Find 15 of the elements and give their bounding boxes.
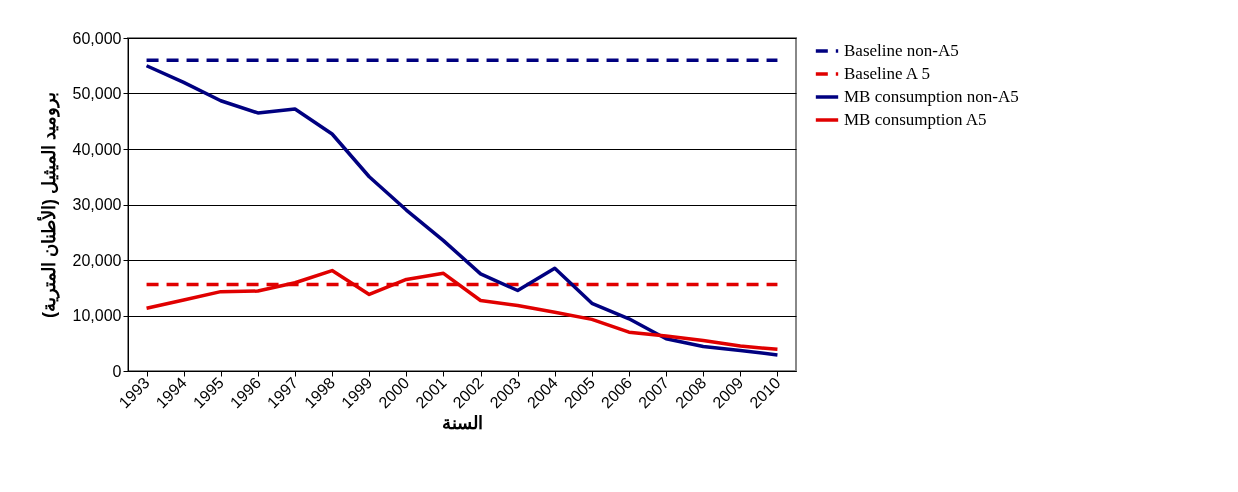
y-tick-label: 50,000 <box>72 85 122 102</box>
legend-label: MB consumption non-A5 <box>844 87 1019 106</box>
x-axis-title: السنة <box>442 413 483 434</box>
legend-label: Baseline A 5 <box>844 64 930 83</box>
legend-label: MB consumption A5 <box>844 110 987 129</box>
line-series <box>144 268 780 352</box>
line-series <box>144 64 780 357</box>
y-tick-label: 0 <box>112 362 122 380</box>
y-axis-title: بروميد الميثيل (الأطنان المترية) <box>36 92 60 318</box>
y-tick-label: 20,000 <box>72 251 122 269</box>
y-tick-label: 60,000 <box>72 29 122 47</box>
legend-label: Baseline non-A5 <box>844 41 959 60</box>
y-tick-label: 30,000 <box>72 196 122 213</box>
y-tick-label: 40,000 <box>72 140 122 158</box>
y-tick-label: 10,000 <box>72 307 122 324</box>
